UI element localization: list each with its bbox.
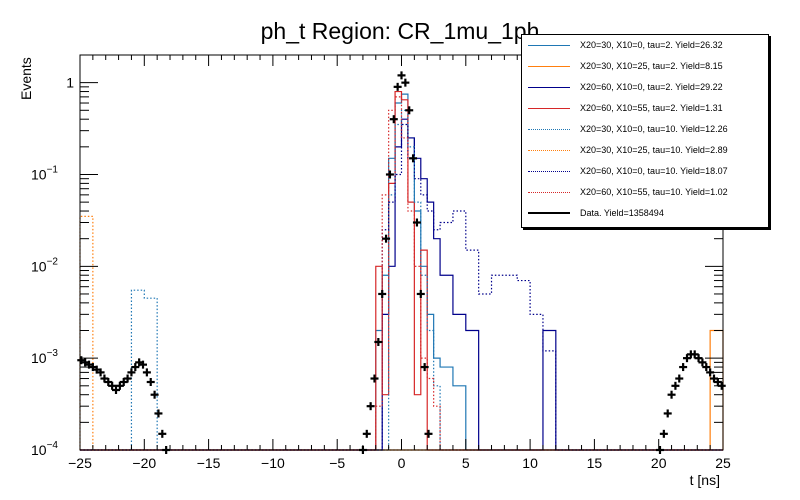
x-tick-label: −20 xyxy=(132,455,156,471)
legend-entry: X20=30, X10=0, tau=2. Yield=26.32 xyxy=(528,37,723,53)
data-point xyxy=(104,378,113,387)
data-point xyxy=(370,374,379,383)
legend-label: X20=30, X10=0, tau=10. Yield=12.26 xyxy=(580,124,728,134)
data-point xyxy=(366,402,375,411)
x-tick-label: −25 xyxy=(68,455,92,471)
data-point xyxy=(412,218,421,227)
legend-swatch-2 xyxy=(528,65,570,67)
data-point xyxy=(123,374,132,383)
data-point xyxy=(150,390,159,399)
series-6-line xyxy=(79,215,723,451)
y-tick-label: 10−1 xyxy=(31,164,58,182)
legend: X20=30, X10=0, tau=2. Yield=26.32 X20=30… xyxy=(521,34,769,228)
legend-entry: X20=60, X10=0, tau=2. Yield=29.22 xyxy=(528,79,723,95)
legend-label: X20=60, X10=0, tau=2. Yield=29.22 xyxy=(580,82,723,92)
data-point xyxy=(362,429,371,438)
data-point xyxy=(667,390,676,399)
data-point xyxy=(706,368,715,377)
legend-label: X20=30, X10=0, tau=2. Yield=26.32 xyxy=(580,40,723,50)
legend-label: Data. Yield=1358494 xyxy=(580,208,664,218)
legend-label: X20=30, X10=25, tau=2. Yield=8.15 xyxy=(580,61,723,71)
data-point xyxy=(112,386,121,395)
x-tick-label: 15 xyxy=(587,455,603,471)
x-tick-label: 25 xyxy=(715,455,731,471)
legend-swatch-9 xyxy=(528,212,570,214)
y-tick-label: 10−2 xyxy=(31,256,58,274)
data-point xyxy=(385,170,394,179)
data-point xyxy=(96,368,105,377)
y-tick-label: 10−4 xyxy=(31,440,58,458)
data-point xyxy=(158,429,167,438)
legend-swatch-8 xyxy=(528,191,570,193)
y-tick-label: 1 xyxy=(66,75,74,91)
data-point xyxy=(397,71,406,80)
legend-entry: Data. Yield=1358494 xyxy=(528,205,664,221)
x-tick-label: 10 xyxy=(522,455,538,471)
data-point xyxy=(142,368,151,377)
legend-swatch-4 xyxy=(528,107,570,109)
data-point xyxy=(127,368,136,377)
x-tick-label: 5 xyxy=(462,455,470,471)
x-tick-label: −10 xyxy=(261,455,285,471)
data-point xyxy=(382,234,391,243)
legend-swatch-3 xyxy=(528,86,570,88)
data-point xyxy=(378,289,387,298)
legend-swatch-6 xyxy=(528,149,570,151)
legend-entry: X20=30, X10=25, tau=2. Yield=8.15 xyxy=(528,58,723,74)
data-point xyxy=(663,409,672,418)
data-point xyxy=(374,337,383,346)
data-point xyxy=(694,354,703,363)
data-point xyxy=(424,429,433,438)
legend-swatch-5 xyxy=(528,128,570,130)
y-tick-label: 10−3 xyxy=(31,348,58,366)
data-point xyxy=(420,363,429,372)
chart-title: ph_t Region: CR_1mu_1ph xyxy=(260,18,540,44)
series-2-line xyxy=(80,329,724,451)
legend-label: X20=30, X10=25, tau=10. Yield=2.89 xyxy=(580,145,728,155)
data-point xyxy=(393,82,402,91)
x-tick-label: −5 xyxy=(329,455,345,471)
legend-swatch-1 xyxy=(528,44,570,46)
data-point xyxy=(416,289,425,298)
legend-entry: X20=60, X10=55, tau=10. Yield=1.02 xyxy=(528,184,728,200)
data-point xyxy=(690,350,699,359)
legend-label: X20=60, X10=55, tau=10. Yield=1.02 xyxy=(580,187,728,197)
legend-label: X20=60, X10=55, tau=2. Yield=1.31 xyxy=(580,103,723,113)
data-point xyxy=(698,358,707,367)
x-tick-label: −15 xyxy=(197,455,221,471)
y-axis-label: Events xyxy=(18,57,34,100)
legend-entry: X20=60, X10=0, tau=10. Yield=18.07 xyxy=(528,163,728,179)
data-point xyxy=(659,429,668,438)
data-point xyxy=(675,374,684,383)
data-point xyxy=(405,106,414,115)
x-tick-label: 0 xyxy=(398,455,406,471)
data-point xyxy=(146,378,155,387)
data-point xyxy=(131,363,140,372)
data-point xyxy=(389,115,398,124)
data-point xyxy=(671,381,680,390)
x-axis-label: t [ns] xyxy=(689,472,720,488)
data-point xyxy=(702,363,711,372)
data-point xyxy=(108,381,117,390)
legend-label: X20=60, X10=0, tau=10. Yield=18.07 xyxy=(580,166,728,176)
legend-entry: X20=30, X10=25, tau=10. Yield=2.89 xyxy=(528,142,728,158)
legend-entry: X20=60, X10=55, tau=2. Yield=1.31 xyxy=(528,100,723,116)
data-point xyxy=(682,354,691,363)
data-point xyxy=(139,360,148,369)
data-point xyxy=(713,378,722,387)
data-point xyxy=(679,363,688,372)
legend-swatch-7 xyxy=(528,170,570,172)
data-point xyxy=(115,381,124,390)
axis-layer: −25 −20 −15 −10 −5 0 5 10 15 20 25 1 10−1 10−2 10−3 10−… xyxy=(31,54,731,471)
data-point xyxy=(401,78,410,87)
legend-entry: X20=30, X10=0, tau=10. Yield=12.26 xyxy=(528,121,728,137)
data-point xyxy=(154,409,163,418)
x-tick-label: 20 xyxy=(651,455,667,471)
data-point xyxy=(409,154,418,163)
